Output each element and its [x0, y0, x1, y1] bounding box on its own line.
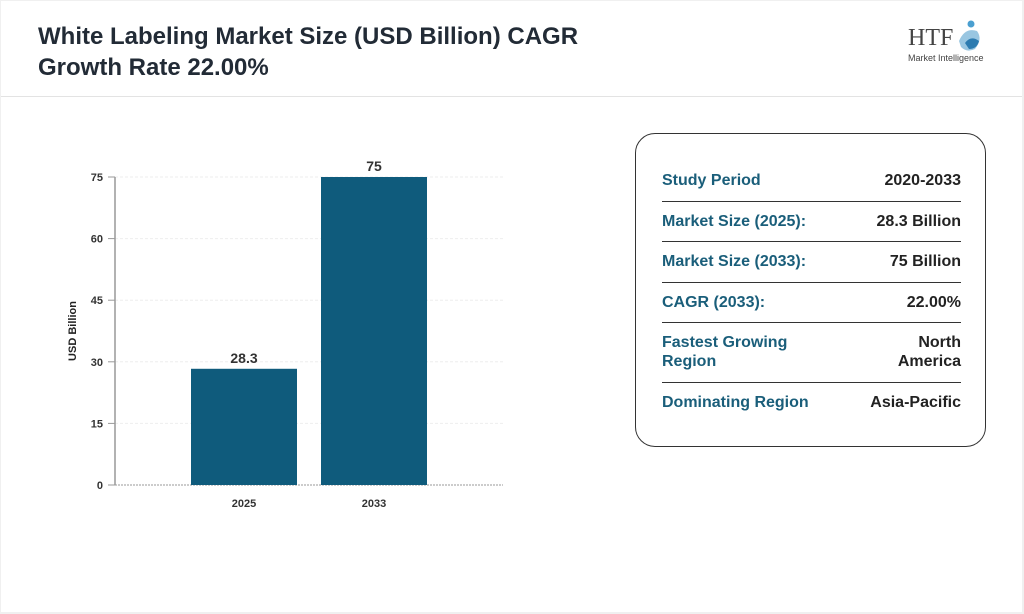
summary-label: Market Size (2025): — [662, 212, 807, 230]
summary-label: Fastest Growing Region — [662, 334, 788, 370]
logo-figure-icon — [959, 20, 980, 51]
summary-value: Asia-Pacific — [870, 393, 961, 411]
data-label: 75 — [366, 158, 382, 174]
y-tick-label: 0 — [97, 480, 103, 492]
logo-subtext: Market Intelligence — [908, 53, 984, 63]
summary-row: Study Period 2020-2033 — [662, 160, 961, 202]
summary-label: CAGR (2033): — [662, 293, 766, 311]
summary-label: Study Period — [662, 172, 761, 189]
htf-logo: HTF Market Intelligence — [906, 19, 991, 69]
bar — [321, 177, 427, 485]
bar-chart: 0 15 30 45 60 75 28.3 2025 75 2033 USD Billion — [67, 158, 503, 510]
y-tick-label: 60 — [91, 234, 103, 246]
x-tick-label: 2033 — [362, 498, 386, 510]
y-axis-label: USD Billion — [67, 301, 79, 361]
header: White Labeling Market Size (USD Billion)… — [1, 1, 1022, 97]
summary-row: Market Size (2025): 28.3 Billion — [662, 201, 961, 242]
summary-label: Market Size (2033): — [662, 253, 807, 270]
summary-value: North America — [897, 334, 961, 370]
y-tick-label: 45 — [91, 295, 103, 307]
summary-label: Dominating Region — [662, 393, 809, 411]
x-tick-label: 2025 — [232, 498, 256, 510]
y-tick-label: 30 — [91, 357, 103, 369]
summary-value: 28.3 Billion — [876, 212, 961, 230]
summary-value: 2020-2033 — [884, 172, 961, 189]
bar — [191, 368, 297, 485]
summary-row: CAGR (2033): 22.00% — [662, 282, 961, 323]
page-title: White Labeling Market Size (USD Billion)… — [38, 23, 579, 81]
summary-row: Fastest Growing Region North America — [662, 322, 961, 383]
summary-row: Dominating Region Asia-Pacific — [662, 382, 961, 422]
y-tick-label: 75 — [91, 172, 103, 184]
summary-card: Study Period 2020-2033 Market Size (2025):… — [635, 133, 986, 447]
logo-text: HTF — [908, 25, 954, 51]
y-tick-label: 15 — [91, 418, 103, 430]
data-label: 28.3 — [230, 350, 257, 366]
summary-value: 75 Billion — [889, 253, 961, 270]
summary-value: 22.00% — [906, 293, 961, 311]
summary-row: Market Size (2033): 75 Billion — [662, 241, 961, 283]
